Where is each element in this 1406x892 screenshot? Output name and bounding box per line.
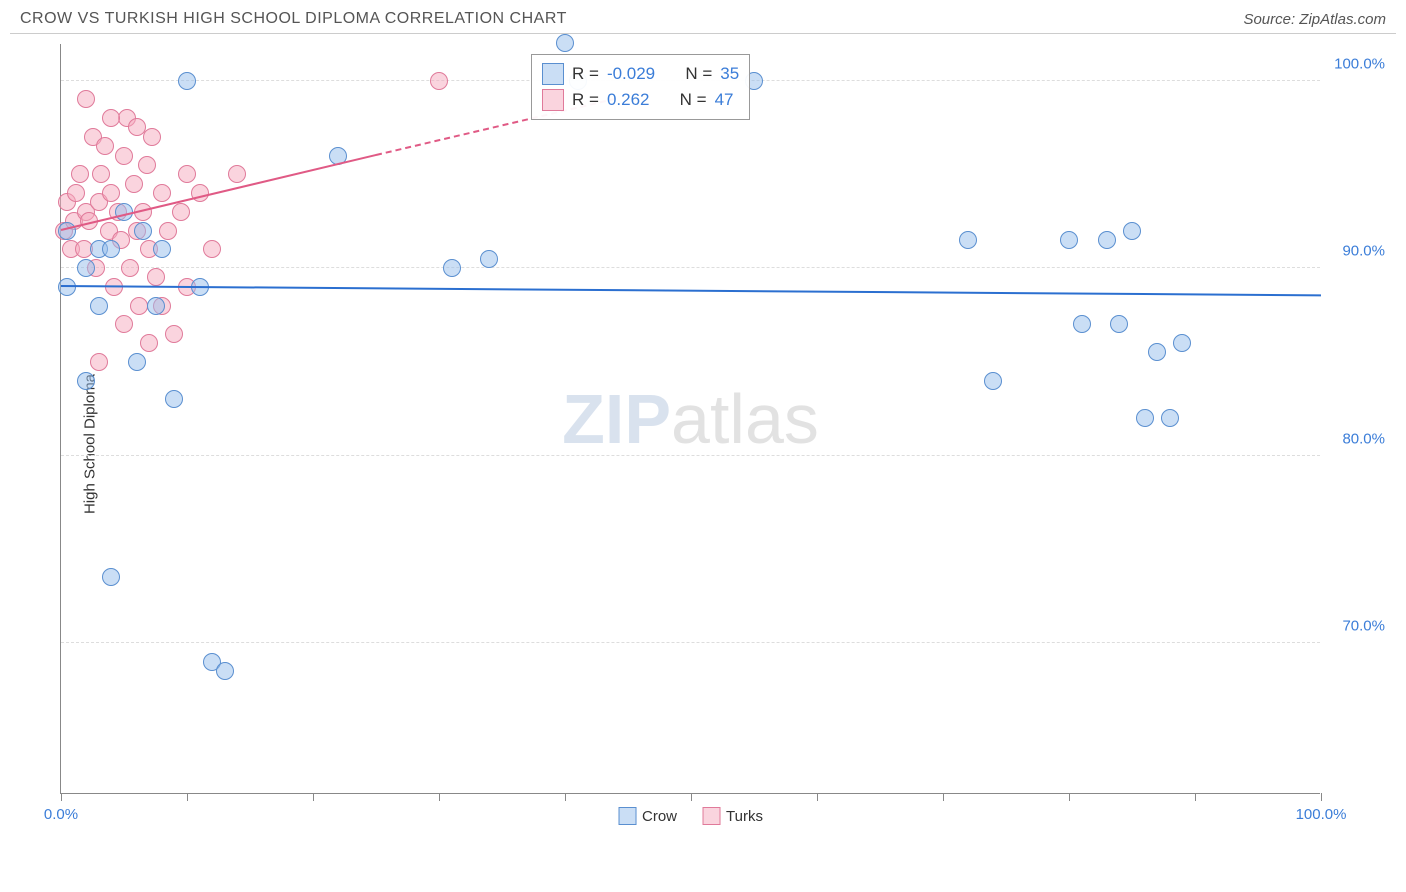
- turk-point: [138, 156, 156, 174]
- watermark: ZIPatlas: [562, 379, 819, 459]
- turk-point: [228, 165, 246, 183]
- turk-point: [71, 165, 89, 183]
- crow-point: [77, 259, 95, 277]
- xtick: [1195, 793, 1196, 801]
- crow-point: [480, 250, 498, 268]
- crow-point: [1060, 231, 1078, 249]
- xtick: [943, 793, 944, 801]
- crow-point: [1123, 222, 1141, 240]
- chart-container: High School Diploma ZIPatlas 70.0%80.0%9…: [10, 33, 1396, 853]
- turk-point: [130, 297, 148, 315]
- gridline: [61, 642, 1320, 643]
- turk-point: [102, 109, 120, 127]
- turk-point: [121, 259, 139, 277]
- crow-point: [77, 372, 95, 390]
- crow-point: [1173, 334, 1191, 352]
- turk-point: [67, 184, 85, 202]
- turk-point: [153, 184, 171, 202]
- legend-swatch: [542, 89, 564, 111]
- ytick-label: 100.0%: [1334, 55, 1385, 72]
- gridline: [61, 455, 1320, 456]
- crow-point: [178, 72, 196, 90]
- crow-point: [1073, 315, 1091, 333]
- xtick: [187, 793, 188, 801]
- legend-row: R = -0.029 N = 35: [542, 61, 739, 87]
- crow-point: [959, 231, 977, 249]
- turk-point: [140, 334, 158, 352]
- crow-point: [102, 568, 120, 586]
- turk-point: [90, 353, 108, 371]
- gridline: [61, 267, 1320, 268]
- legend-box: R = -0.029 N = 35R = 0.262 N = 47: [531, 54, 750, 120]
- crow-point: [102, 240, 120, 258]
- bottom-legend: Crow Turks: [618, 807, 763, 825]
- crow-point: [134, 222, 152, 240]
- xtick: [439, 793, 440, 801]
- crow-point: [1136, 409, 1154, 427]
- crow-point: [1110, 315, 1128, 333]
- xtick: [1321, 793, 1322, 801]
- bottom-legend-item: Turks: [702, 807, 763, 825]
- crow-point: [216, 662, 234, 680]
- plot-area: ZIPatlas 70.0%80.0%90.0%100.0%0.0%100.0%…: [60, 44, 1320, 794]
- turk-point: [102, 184, 120, 202]
- turk-point: [77, 90, 95, 108]
- turk-point: [115, 315, 133, 333]
- crow-point: [984, 372, 1002, 390]
- turk-point: [203, 240, 221, 258]
- turk-point: [96, 137, 114, 155]
- ytick-label: 90.0%: [1342, 243, 1385, 260]
- turk-point: [172, 203, 190, 221]
- crow-point: [1148, 343, 1166, 361]
- xtick: [691, 793, 692, 801]
- crow-point: [147, 297, 165, 315]
- crow-point: [90, 297, 108, 315]
- turk-point: [92, 165, 110, 183]
- crow-point: [165, 390, 183, 408]
- turk-point: [125, 175, 143, 193]
- turk-point: [165, 325, 183, 343]
- turk-point: [128, 118, 146, 136]
- legend-row: R = 0.262 N = 47: [542, 87, 739, 113]
- turk-point: [147, 268, 165, 286]
- crow-point: [1161, 409, 1179, 427]
- crow-trendline: [61, 285, 1321, 296]
- xtick-label-right: 100.0%: [1296, 806, 1347, 823]
- chart-title: CROW VS TURKISH HIGH SCHOOL DIPLOMA CORR…: [20, 10, 567, 28]
- turk-point: [430, 72, 448, 90]
- xtick: [1069, 793, 1070, 801]
- legend-swatch: [618, 807, 636, 825]
- turk-point: [178, 165, 196, 183]
- legend-swatch: [702, 807, 720, 825]
- xtick: [61, 793, 62, 801]
- ytick-label: 70.0%: [1342, 618, 1385, 635]
- xtick: [817, 793, 818, 801]
- crow-point: [443, 259, 461, 277]
- legend-swatch: [542, 63, 564, 85]
- crow-point: [128, 353, 146, 371]
- crow-point: [1098, 231, 1116, 249]
- bottom-legend-item: Crow: [618, 807, 677, 825]
- turk-point: [143, 128, 161, 146]
- ytick-label: 80.0%: [1342, 430, 1385, 447]
- turk-point: [159, 222, 177, 240]
- source-label: Source: ZipAtlas.com: [1243, 11, 1386, 28]
- crow-point: [556, 34, 574, 52]
- xtick: [565, 793, 566, 801]
- xtick: [313, 793, 314, 801]
- xtick-label-left: 0.0%: [44, 806, 78, 823]
- turk-point: [115, 147, 133, 165]
- crow-point: [153, 240, 171, 258]
